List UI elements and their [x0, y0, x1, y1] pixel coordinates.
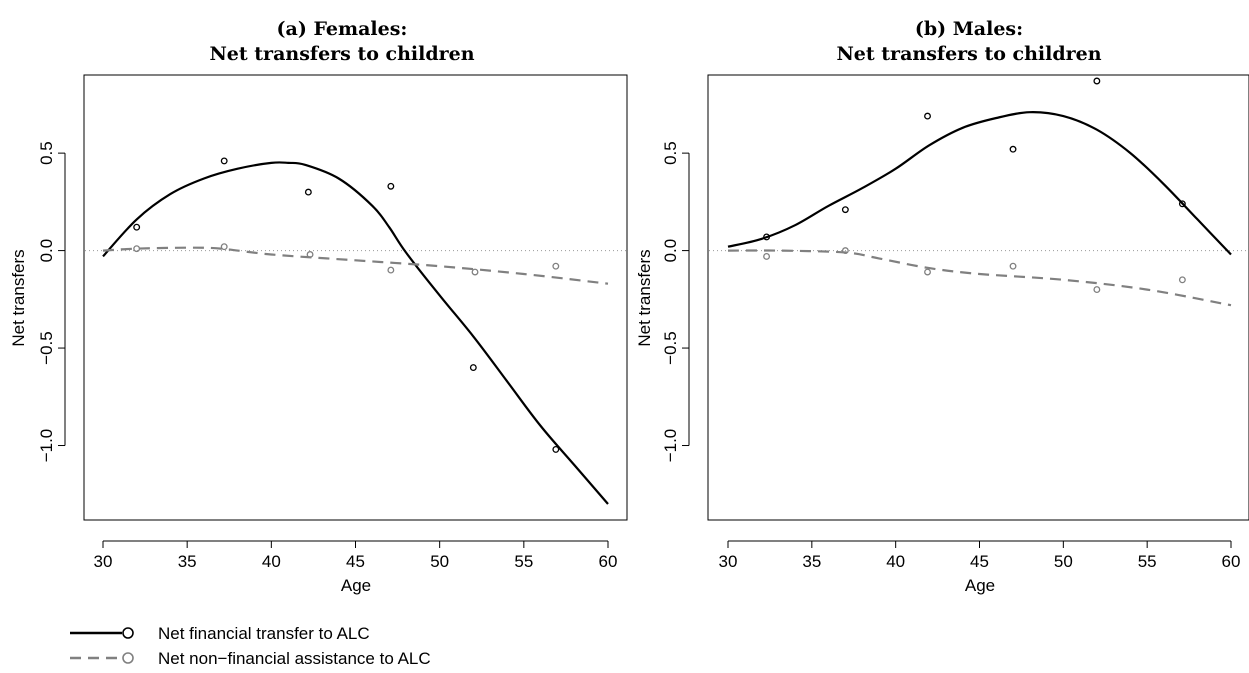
series-line-nonfinancial [102, 246, 609, 285]
x-tick-label: 40 [886, 552, 905, 571]
series-line-financial [727, 111, 1232, 256]
y-tick-label: 0.0 [37, 239, 56, 263]
y-tick-label: 0.0 [661, 239, 680, 263]
chart-title: (a) Females: [277, 18, 408, 40]
point-financial [552, 445, 560, 453]
y-tick-label: −1.0 [37, 429, 56, 463]
point-financial [220, 157, 228, 165]
plot-frame [83, 74, 628, 521]
point-financial [763, 233, 771, 241]
legend-label-nonfinancial: Net non−financial assistance to ALC [158, 649, 431, 668]
point-nonfinancial [552, 262, 560, 270]
x-tick-label: 30 [719, 552, 738, 571]
point-financial [304, 188, 312, 196]
panel-males: (b) Males: Net transfers to children Age… [635, 18, 1249, 595]
point-financial [924, 112, 931, 120]
chart-subtitle: Net transfers to children [209, 43, 474, 65]
series-line-financial [102, 161, 609, 505]
x-axis-label: Age [341, 576, 371, 595]
x-tick-label: 55 [1138, 552, 1157, 571]
point-financial [841, 206, 849, 214]
x-tick-label: 30 [94, 552, 113, 571]
x-tick-label: 55 [514, 552, 533, 571]
x-tick-label: 40 [262, 552, 281, 571]
point-financial [1178, 200, 1186, 208]
point-nonfinancial [220, 243, 228, 251]
point-financial [133, 223, 141, 231]
x-tick-label: 35 [802, 552, 821, 571]
x-tick-label: 50 [1054, 552, 1073, 571]
chart-marks: 30 35 40 45 50 55 60 0.5 0.0 −0.5 −1.0 [661, 77, 1249, 571]
x-tick-label: 45 [970, 552, 989, 571]
chart-subtitle: Net transfers to children [836, 43, 1101, 65]
x-tick-label: 35 [178, 552, 197, 571]
x-tick-label: 60 [1222, 552, 1241, 571]
legend-marker-nonfinancial [122, 652, 134, 664]
point-nonfinancial [1009, 262, 1017, 270]
point-financial [387, 182, 395, 190]
chart-title: (b) Males: [915, 18, 1023, 40]
legend-label-financial: Net financial transfer to ALC [158, 624, 370, 643]
x-tick-label: 50 [430, 552, 449, 571]
y-tick-label: 0.5 [661, 141, 680, 165]
x-tick-label: 45 [346, 552, 365, 571]
legend-item-nonfinancial: Net non−financial assistance to ALC [70, 649, 431, 668]
y-tick-label: −0.5 [37, 331, 56, 365]
y-axis-label: Net transfers [9, 249, 28, 346]
point-nonfinancial [471, 268, 479, 276]
point-nonfinancial [387, 266, 395, 274]
legend-marker-financial [122, 627, 134, 639]
chart-marks: 30 35 40 45 50 55 60 0.5 0.0 −0.5 −1.0 [37, 141, 626, 571]
point-nonfinancial [763, 252, 771, 260]
series-line-nonfinancial [727, 249, 1232, 307]
point-financial [1009, 145, 1017, 153]
y-tick-label: 0.5 [37, 141, 56, 165]
y-axis-label: Net transfers [635, 249, 654, 346]
point-nonfinancial [133, 245, 141, 253]
x-axis-label: Age [965, 576, 995, 595]
point-nonfinancial [306, 251, 314, 258]
y-tick-label: −1.0 [661, 429, 680, 463]
point-nonfinancial [841, 247, 849, 255]
point-financial [1093, 77, 1101, 85]
point-financial [469, 364, 477, 371]
point-nonfinancial [1178, 276, 1186, 284]
y-tick-label: −0.5 [661, 331, 680, 365]
point-nonfinancial [1093, 286, 1101, 294]
x-tick-label: 60 [599, 552, 618, 571]
plot-frame [707, 74, 1249, 521]
panel-females: (a) Females: Net transfers to children A… [9, 18, 628, 595]
legend: Net financial transfer to ALC Net non−fi… [70, 624, 431, 668]
point-nonfinancial [924, 268, 931, 276]
legend-item-financial: Net financial transfer to ALC [70, 624, 370, 643]
